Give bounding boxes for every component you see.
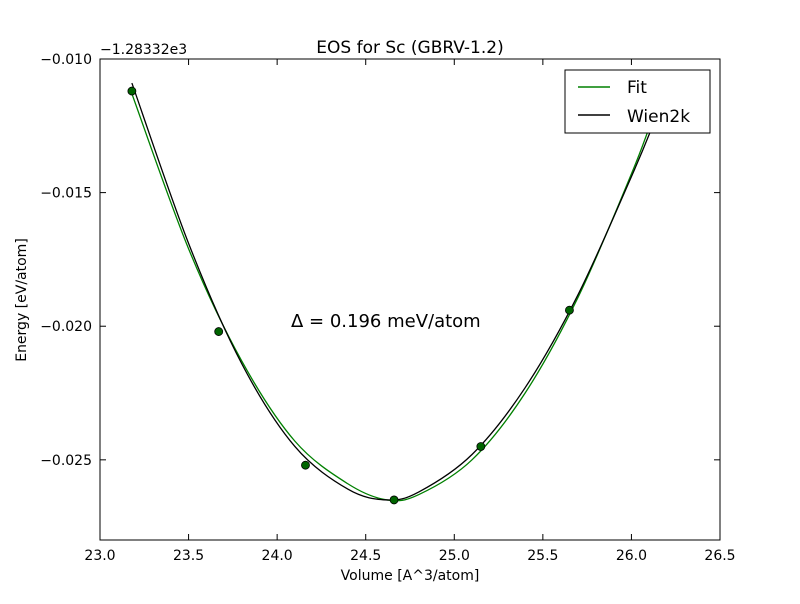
data-point <box>476 442 486 451</box>
y-tick-label: −0.010 <box>40 52 92 68</box>
data-point <box>214 327 224 336</box>
x-tick-label: 24.5 <box>350 548 381 564</box>
x-tick-label: 25.0 <box>439 548 470 564</box>
legend-wien2k-label: Wien2k <box>627 107 690 127</box>
x-tick-label: 26.0 <box>616 548 647 564</box>
axes-frame <box>99 58 721 541</box>
x-tick-label: 23.0 <box>84 548 115 564</box>
plot-area <box>127 82 654 505</box>
legend-box <box>564 69 711 134</box>
delta-annotation: Δ = 0.196 meV/atom <box>291 311 481 332</box>
data-point <box>389 495 399 505</box>
x-tick-label: 23.5 <box>173 548 204 564</box>
x-tick-label: 26.5 <box>704 548 735 564</box>
y-tick-label: −0.020 <box>40 319 92 335</box>
legend: Fit Wien2k <box>564 69 711 134</box>
axes: 23.0 23.5 24.0 24.5 25.0 25.5 26.0 26.5 −0.025 −0… <box>40 52 735 564</box>
x-tick-label: 24.0 <box>262 548 293 564</box>
x-axis-label: Volume [A^3/atom] <box>341 568 480 584</box>
y-tick-label: −0.015 <box>40 186 92 202</box>
y-offset-label: −1.28332e3 <box>100 42 187 58</box>
y-tick-label: −0.025 <box>40 453 92 469</box>
y-axis-label: Energy [eV/atom] <box>14 238 30 362</box>
legend-fit-label: Fit <box>627 78 647 98</box>
x-tick-label: 25.5 <box>527 548 558 564</box>
data-point <box>565 305 574 315</box>
data-point <box>127 86 137 96</box>
data-point <box>301 460 310 470</box>
chart-title: EOS for Sc (GBRV-1.2) <box>316 38 503 58</box>
